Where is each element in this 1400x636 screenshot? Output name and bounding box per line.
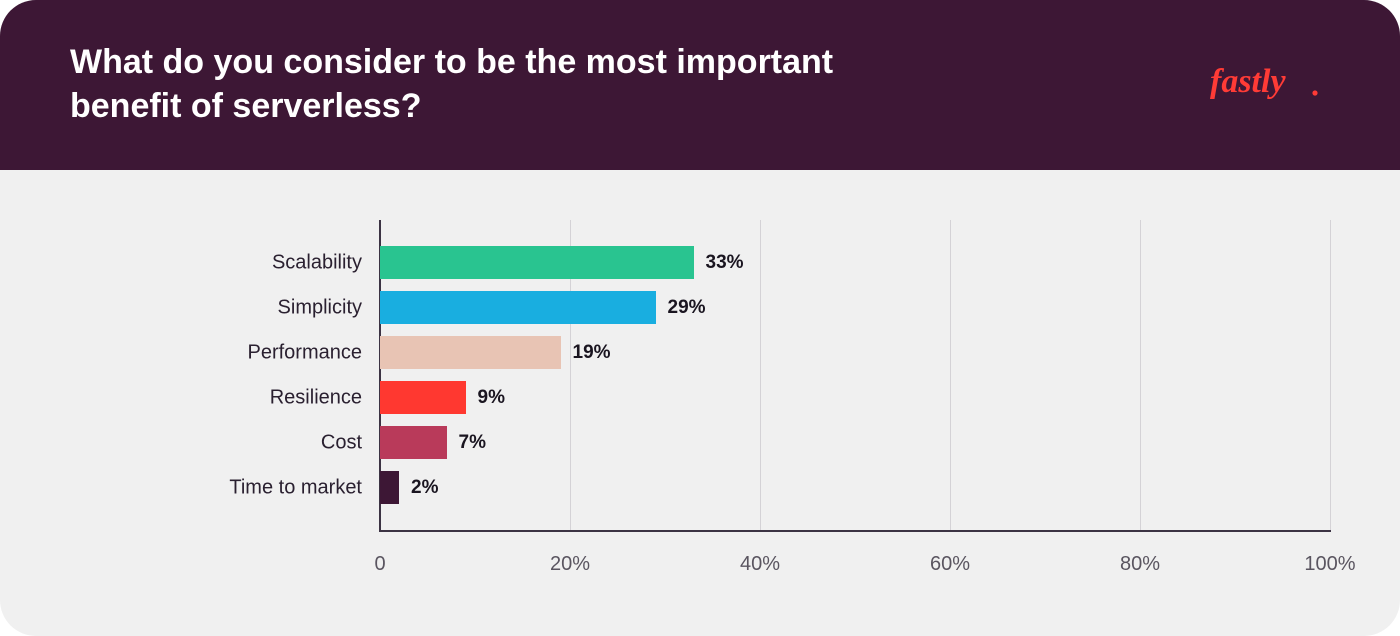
bar-value: 19% bbox=[573, 342, 611, 364]
x-tick-label: 0 bbox=[374, 553, 385, 576]
chart-title: What do you consider to be the most impo… bbox=[70, 40, 890, 128]
bar-rect bbox=[380, 426, 447, 459]
bar-row: Performance19% bbox=[380, 336, 1330, 369]
bar-rect bbox=[380, 291, 656, 324]
bar-rect bbox=[380, 471, 399, 504]
bar-value: 7% bbox=[459, 432, 486, 454]
gridline bbox=[1330, 220, 1331, 532]
bar-row: Scalability33% bbox=[380, 246, 1330, 279]
chart-area: 020%40%60%80%100%Scalability33%Simplicit… bbox=[0, 170, 1400, 636]
bar-value: 33% bbox=[706, 252, 744, 274]
x-tick-label: 20% bbox=[550, 553, 590, 576]
bar-rect bbox=[380, 246, 694, 279]
bar-row: Resilience9% bbox=[380, 381, 1330, 414]
chart-card: What do you consider to be the most impo… bbox=[0, 0, 1400, 636]
bar-row: Cost7% bbox=[380, 426, 1330, 459]
bars-container: Scalability33% Simplicity29% Performance19… bbox=[380, 246, 1330, 516]
bar-row: Time to market2% bbox=[380, 471, 1330, 504]
bar-rect bbox=[380, 336, 561, 369]
x-tick-label: 60% bbox=[930, 553, 970, 576]
logo-text: fastly bbox=[1210, 63, 1286, 100]
bar-value: 2% bbox=[411, 477, 438, 499]
bar-value: 9% bbox=[478, 387, 505, 409]
bar-label: Simplicity bbox=[278, 296, 362, 319]
bar-value: 29% bbox=[668, 297, 706, 319]
bar-label: Time to market bbox=[229, 476, 362, 499]
x-tick-label: 80% bbox=[1120, 553, 1160, 576]
x-tick-label: 100% bbox=[1304, 553, 1355, 576]
bar-label: Cost bbox=[321, 431, 362, 454]
bar-row: Simplicity29% bbox=[380, 291, 1330, 324]
x-tick-label: 40% bbox=[740, 553, 780, 576]
bar-label: Scalability bbox=[272, 251, 362, 274]
x-axis-line bbox=[379, 530, 1331, 532]
bar-label: Performance bbox=[248, 341, 363, 364]
fastly-logo-icon: fastly bbox=[1210, 58, 1330, 106]
chart-plot: 020%40%60%80%100%Scalability33%Simplicit… bbox=[70, 220, 1330, 576]
chart-header: What do you consider to be the most impo… bbox=[0, 0, 1400, 170]
bar-rect bbox=[380, 381, 466, 414]
bar-label: Resilience bbox=[270, 386, 362, 409]
fastly-logo: fastly bbox=[1210, 58, 1330, 111]
